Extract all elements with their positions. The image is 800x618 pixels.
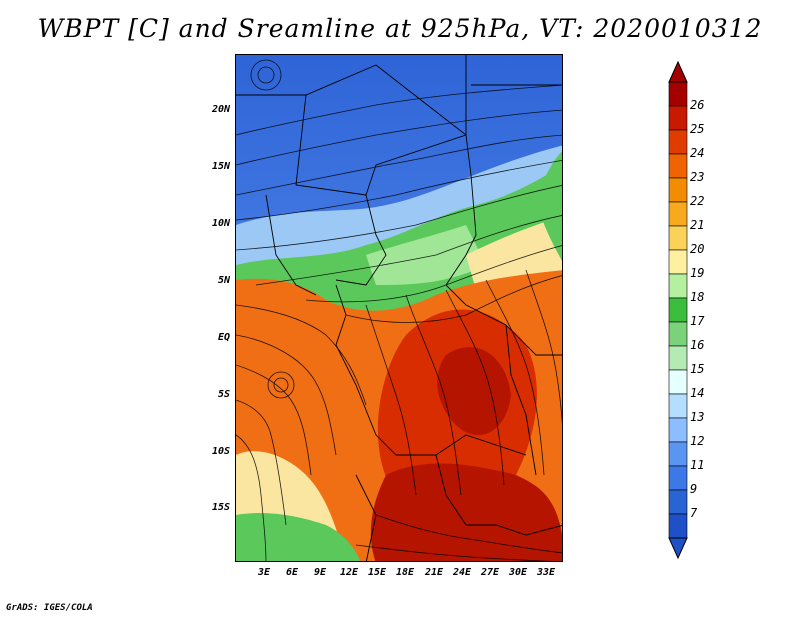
colorbar-segment: [668, 225, 688, 251]
colorbar-label: 25: [690, 122, 705, 136]
colorbar-segment: [668, 513, 688, 539]
colorbar-label: 16: [690, 338, 705, 352]
southwest-green: [236, 513, 361, 561]
lat-label-5n: 5N: [217, 275, 230, 286]
hottest-core: [437, 347, 511, 435]
lat-label-20n: 20N: [211, 104, 230, 115]
colorbar-segment: [668, 81, 688, 107]
streamlines: [236, 59, 562, 561]
colorbar-segment: [668, 321, 688, 347]
colorbar-segment: [668, 201, 688, 227]
political-borders: [236, 55, 562, 561]
map-panel: [235, 54, 563, 562]
lon-label-6e: 6E: [285, 567, 299, 578]
colorbar-label: 9: [690, 482, 698, 496]
colorbar-segment: [668, 249, 688, 275]
colorbar-label: 11: [690, 458, 705, 472]
colorbar-label: 23: [690, 170, 705, 184]
colorbar-segment: [668, 417, 688, 443]
colorbar-label: 13: [690, 410, 705, 424]
colorbar-segments: [668, 81, 688, 539]
lat-label-10n: 10N: [211, 218, 230, 229]
colorbar-segment: [668, 273, 688, 299]
colorbar-segment: [668, 153, 688, 179]
colorbar-label: 15: [690, 362, 705, 376]
colorbar-label: 22: [690, 194, 705, 208]
colorbar-label: 20: [690, 242, 705, 256]
colorbar-segment: [668, 129, 688, 155]
colorbar-label: 7: [690, 506, 698, 520]
colorbar-segment: [668, 465, 688, 491]
colorbar-label: 26: [690, 98, 705, 112]
lon-label-24e: 24E: [452, 567, 472, 578]
lon-label-12e: 12E: [339, 567, 359, 578]
lat-label-10s: 10S: [211, 446, 230, 457]
lon-label-9e: 9E: [313, 567, 327, 578]
lat-label-15n: 15N: [211, 161, 230, 172]
colorbar-segment: [668, 369, 688, 395]
colorbar-segment: [668, 441, 688, 467]
colorbar-label: 24: [690, 146, 705, 160]
lat-label-15s: 15S: [211, 502, 230, 513]
southern-hot-zone: [370, 463, 562, 561]
lon-label-27e: 27E: [480, 567, 500, 578]
colorbar-segment: [668, 345, 688, 371]
lat-label-eq: EQ: [217, 332, 230, 343]
colorbar-segment: [668, 105, 688, 131]
lat-label-5s: 5S: [217, 389, 230, 400]
lon-label-15e: 15E: [367, 567, 387, 578]
lon-label-33e: 33E: [536, 567, 556, 578]
colorbar-segment: [668, 297, 688, 323]
colorbar-bottom-arrow: [668, 537, 688, 560]
colorbar-label: 18: [690, 290, 705, 304]
lon-label-3e: 3E: [257, 567, 271, 578]
colorbar-segment: [668, 393, 688, 419]
colorbar: [668, 60, 688, 560]
colorbar-top-arrow: [668, 60, 688, 83]
colorbar-label: 19: [690, 266, 705, 280]
lon-label-18e: 18E: [395, 567, 415, 578]
lon-label-30e: 30E: [508, 567, 528, 578]
colorbar-segment: [668, 177, 688, 203]
map-title: WBPT [C] and Sreamline at 925hPa, VT: 20…: [37, 14, 763, 43]
colorbar-label: 17: [690, 314, 705, 328]
grads-credit: GrADS: IGES/COLA: [6, 603, 93, 613]
colorbar-label: 12: [690, 434, 705, 448]
eastern-green-strip: [536, 151, 562, 262]
lon-label-21e: 21E: [424, 567, 444, 578]
colorbar-label: 21: [690, 218, 705, 232]
colorbar-segment: [668, 489, 688, 515]
map-plot: [236, 55, 562, 561]
colorbar-label: 14: [690, 386, 705, 400]
